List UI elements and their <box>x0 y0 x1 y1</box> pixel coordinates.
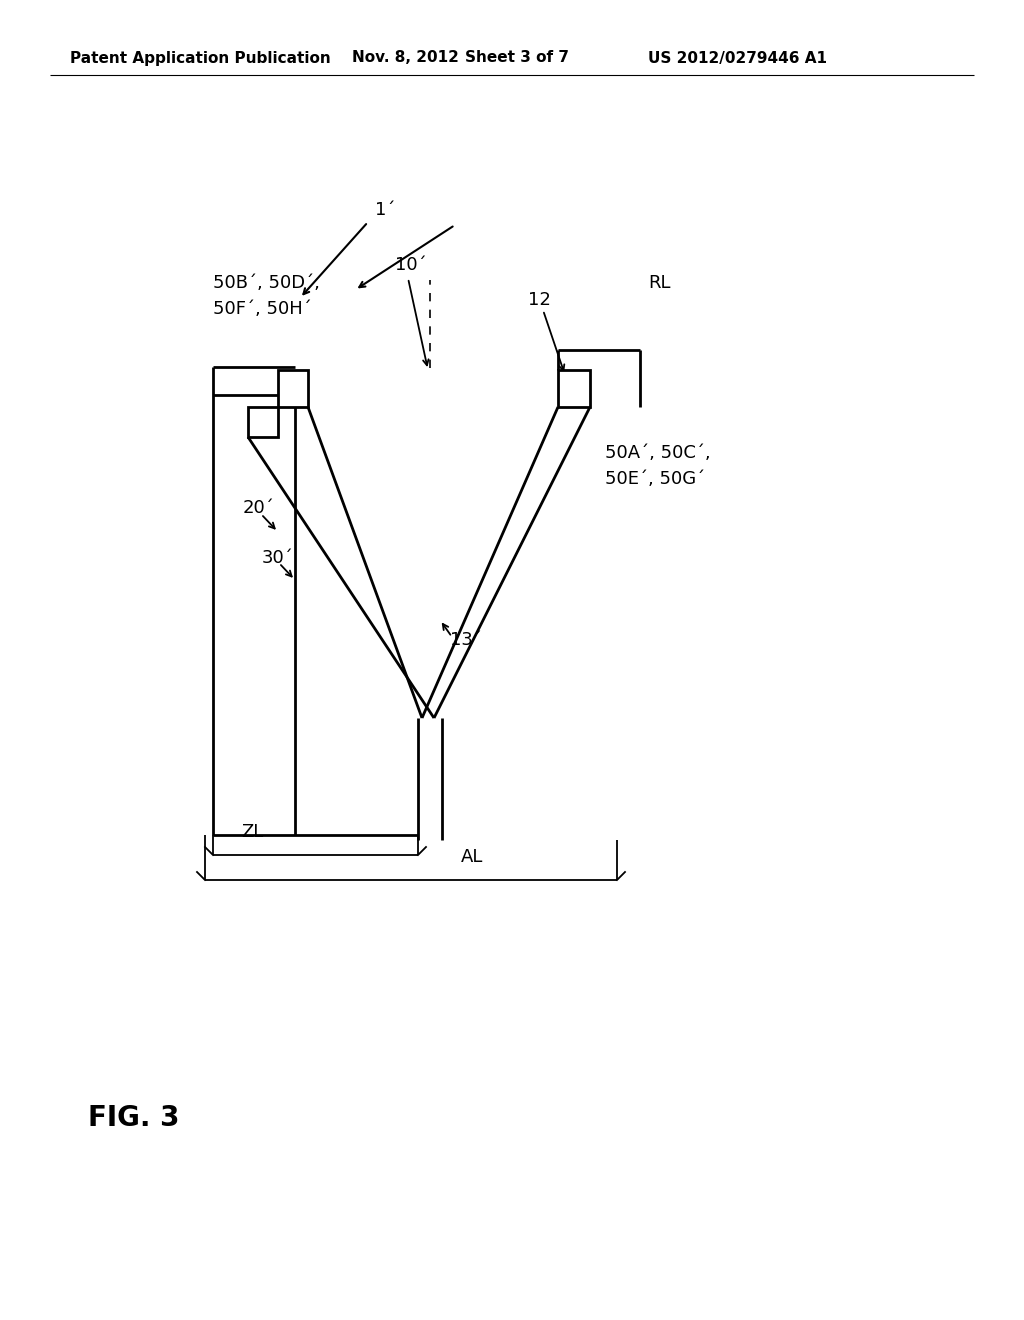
Text: 50B´, 50D´,: 50B´, 50D´, <box>213 275 319 292</box>
Text: FIG. 3: FIG. 3 <box>88 1104 179 1133</box>
Text: ZL: ZL <box>241 822 263 841</box>
Text: Nov. 8, 2012: Nov. 8, 2012 <box>352 50 459 66</box>
Text: AL: AL <box>461 847 482 866</box>
Text: 50A´, 50C´,: 50A´, 50C´, <box>605 444 711 462</box>
Bar <box>248 407 278 437</box>
Text: RL: RL <box>648 275 671 292</box>
Text: 12: 12 <box>528 290 551 309</box>
Text: 20´: 20´ <box>243 499 274 517</box>
Text: Sheet 3 of 7: Sheet 3 of 7 <box>465 50 569 66</box>
Text: Patent Application Publication: Patent Application Publication <box>70 50 331 66</box>
Text: 1´: 1´ <box>375 201 395 219</box>
Text: US 2012/0279446 A1: US 2012/0279446 A1 <box>648 50 827 66</box>
Text: 50E´, 50G´: 50E´, 50G´ <box>605 470 706 488</box>
Text: 50F´, 50H´: 50F´, 50H´ <box>213 300 311 318</box>
Text: 30´: 30´ <box>262 549 294 568</box>
Bar <box>558 370 590 407</box>
Text: 10´: 10´ <box>395 256 427 275</box>
Bar <box>278 370 308 407</box>
Text: 13´: 13´ <box>450 631 482 649</box>
